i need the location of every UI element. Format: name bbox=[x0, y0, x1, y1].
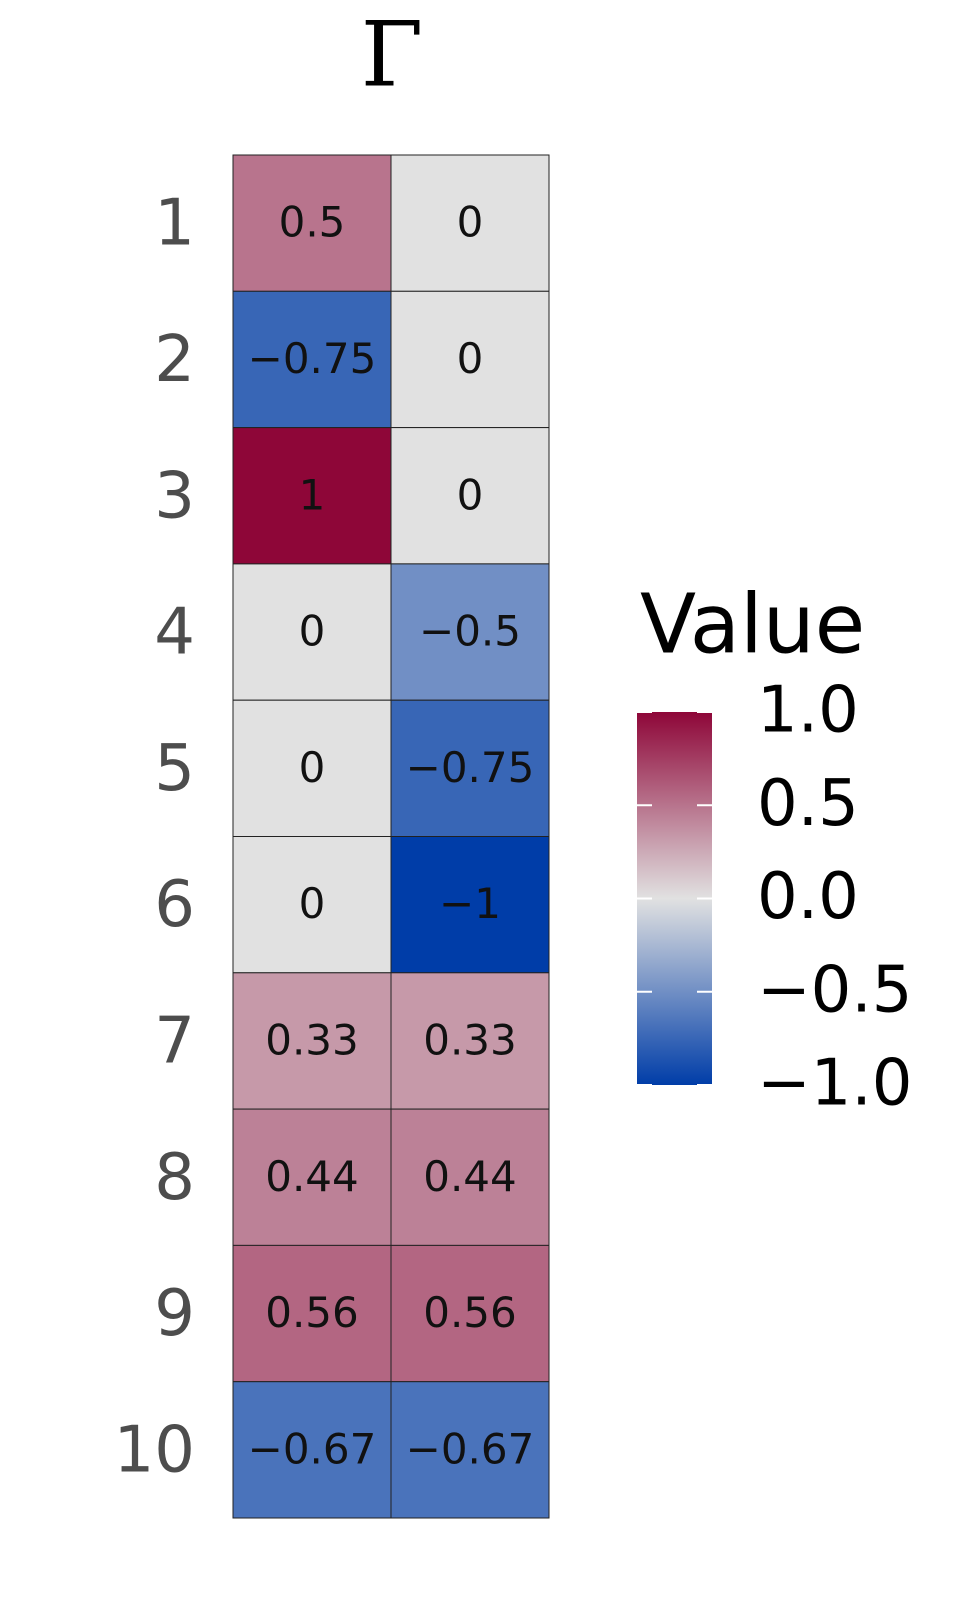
cell-label: 1 bbox=[299, 470, 326, 519]
cell-label: 0.56 bbox=[265, 1288, 359, 1337]
row-label: 9 bbox=[154, 1277, 195, 1351]
colorbar-tick-label: −1.0 bbox=[757, 1047, 912, 1121]
row-label: 4 bbox=[154, 596, 195, 670]
cell-label: 0 bbox=[457, 470, 484, 519]
colorbar-tick-label: 1.0 bbox=[757, 674, 859, 748]
heatmap-cell bbox=[390, 972, 550, 1110]
heatmap-cell bbox=[232, 1381, 392, 1519]
cell-label: 0 bbox=[457, 334, 484, 383]
heatmap-cell bbox=[232, 290, 392, 429]
row-label: 5 bbox=[154, 732, 195, 806]
cell-label: 0.44 bbox=[423, 1152, 517, 1201]
heatmap-cell bbox=[390, 1108, 550, 1246]
heatmap-cell bbox=[232, 427, 392, 565]
heatmap-cell bbox=[390, 699, 550, 838]
heatmap-cell bbox=[232, 154, 392, 292]
cell-label: −0.67 bbox=[248, 1424, 377, 1473]
heatmap-cell bbox=[390, 154, 550, 292]
cell-label: 0.5 bbox=[279, 198, 346, 247]
cell-label: 0 bbox=[299, 743, 326, 792]
chart-title: Γ bbox=[361, 2, 423, 107]
colorbar-tick-label: 0.0 bbox=[757, 860, 859, 934]
row-label: 2 bbox=[154, 323, 195, 397]
heatmap-cell bbox=[232, 1108, 392, 1246]
cell-label: −1 bbox=[439, 879, 501, 928]
row-label: 1 bbox=[154, 187, 195, 261]
cell-label: 0.33 bbox=[265, 1015, 359, 1064]
heatmap-cell bbox=[232, 1244, 392, 1383]
cell-label: −0.75 bbox=[406, 743, 535, 792]
heatmap-cell bbox=[232, 972, 392, 1110]
heatmap-cell bbox=[390, 836, 550, 974]
cell-label: 0.33 bbox=[423, 1015, 517, 1064]
cell-label: −0.67 bbox=[406, 1424, 535, 1473]
cell-label: −0.75 bbox=[248, 334, 377, 383]
legend-title: Value bbox=[640, 577, 865, 672]
cell-label: 0.56 bbox=[423, 1288, 517, 1337]
cell-label: 0 bbox=[299, 879, 326, 928]
row-label: 8 bbox=[154, 1141, 195, 1215]
row-label: 10 bbox=[114, 1413, 195, 1487]
heatmap-cell bbox=[390, 427, 550, 565]
cell-label: −0.5 bbox=[419, 607, 521, 656]
colorbar-tick-label: 0.5 bbox=[757, 767, 859, 841]
cell-label: 0.44 bbox=[265, 1152, 359, 1201]
cell-label: 0 bbox=[457, 198, 484, 247]
cell-label: 0 bbox=[299, 607, 326, 656]
heatmap-cell bbox=[232, 563, 392, 701]
row-label: 3 bbox=[154, 459, 195, 533]
row-label: 7 bbox=[154, 1005, 195, 1079]
heatmap-cell bbox=[390, 290, 550, 429]
heatmap-cell bbox=[390, 1244, 550, 1383]
colorbar-tick-label: −0.5 bbox=[757, 953, 912, 1027]
heatmap-cell bbox=[390, 1381, 550, 1519]
heatmap-cell bbox=[390, 563, 550, 701]
row-label: 6 bbox=[154, 868, 195, 942]
